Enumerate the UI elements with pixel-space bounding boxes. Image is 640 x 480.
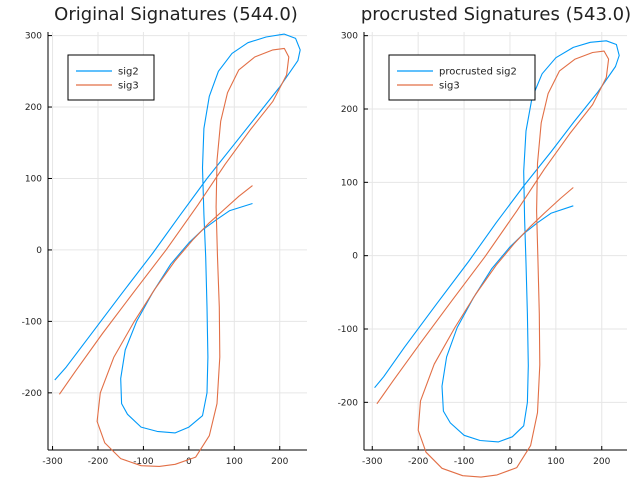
x-tick-label: 200 xyxy=(271,457,288,467)
x-tick-label: -200 xyxy=(88,457,109,467)
x-tick-label: -100 xyxy=(133,457,154,467)
y-tick-label: 100 xyxy=(25,174,42,184)
y-tick-label: 300 xyxy=(25,32,42,42)
chart-title: procrusted Signatures (543.0) xyxy=(361,4,631,25)
legend-label: sig2 xyxy=(118,67,139,78)
series-line-sig2 xyxy=(54,33,301,434)
series-line-sig3 xyxy=(58,47,290,467)
subplot-2: procrusted Signatures (543.0) -300 -200 -10… xyxy=(338,4,631,478)
y-tick-label: 200 xyxy=(341,105,358,115)
chart-title: Original Signatures (544.0) xyxy=(54,4,298,25)
y-tick-label: -200 xyxy=(22,389,43,399)
legend: sig2 sig3 xyxy=(67,54,155,101)
legend-box xyxy=(388,54,536,101)
legend-label: sig3 xyxy=(118,81,139,92)
x-tick-label: 100 xyxy=(547,457,564,467)
series-line-sig3 xyxy=(376,50,610,478)
x-tick-label: 0 xyxy=(186,457,192,467)
legend-label: sig3 xyxy=(439,81,460,92)
x-tick-label: -300 xyxy=(362,457,383,467)
x-tick-label: -200 xyxy=(408,457,429,467)
y-tick-label: -100 xyxy=(338,325,359,335)
y-tick-label: 100 xyxy=(341,178,358,188)
x-tick-label: 0 xyxy=(507,457,513,467)
subplot-1: Original Signatures (544.0) -300 -200 -100 0… xyxy=(22,4,307,467)
y-tick-label: 300 xyxy=(341,32,358,42)
y-tick-label: 200 xyxy=(25,103,42,113)
y-tick-label: 0 xyxy=(36,246,42,256)
x-tick-label: 200 xyxy=(593,457,610,467)
legend-box xyxy=(67,54,155,101)
y-tick-label: 0 xyxy=(352,252,358,262)
x-tick-label: 100 xyxy=(226,457,243,467)
x-tick-label: -300 xyxy=(42,457,63,467)
y-tick-label: -100 xyxy=(22,317,43,327)
legend: procrusted sig2 sig3 xyxy=(388,54,536,101)
legend-label: procrusted sig2 xyxy=(439,67,517,78)
x-tick-label: -100 xyxy=(454,457,475,467)
series-line-procrusted-sig2 xyxy=(374,40,620,443)
y-tick-label: -200 xyxy=(338,398,359,408)
